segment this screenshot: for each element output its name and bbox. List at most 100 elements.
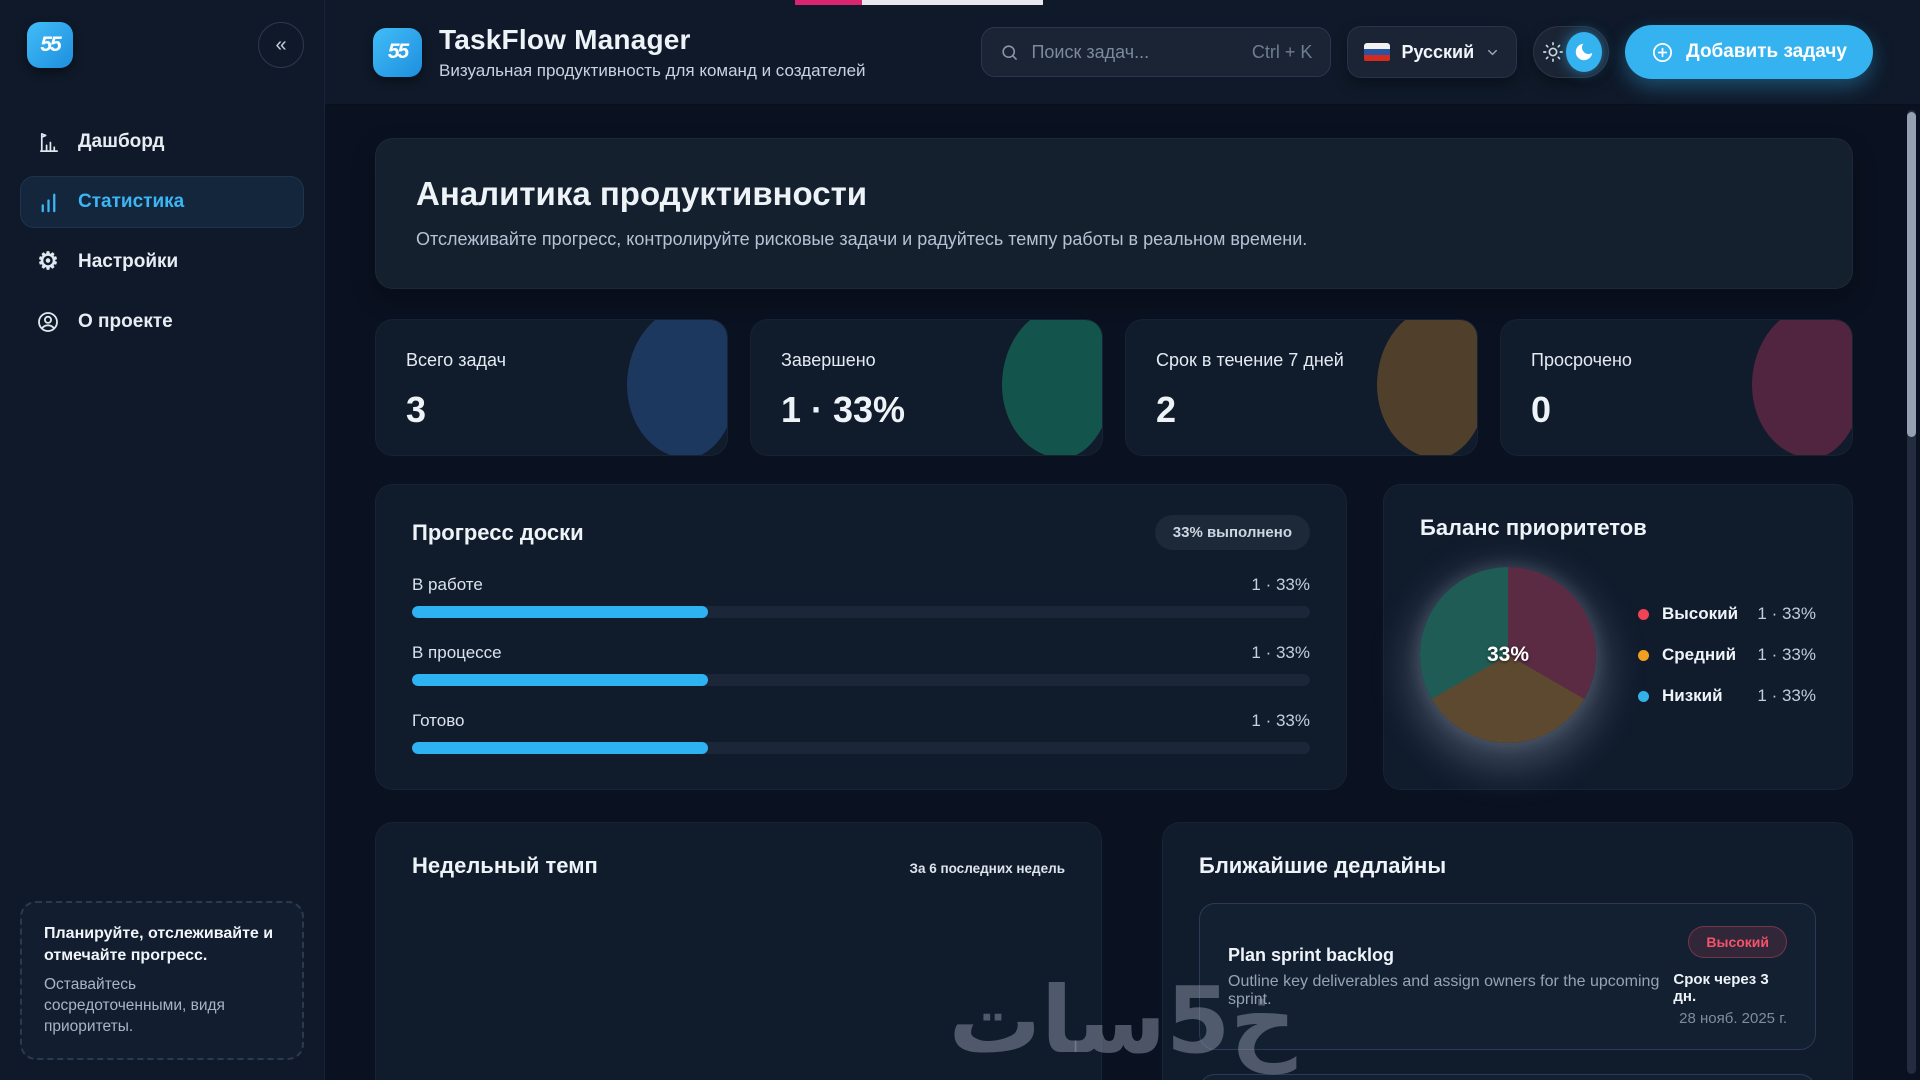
stat-label: Просрочено bbox=[1531, 350, 1632, 370]
footer-tip-subtitle: Оставайтесь сосредоточенными, видя приор… bbox=[44, 976, 225, 1036]
moon-icon[interactable] bbox=[1565, 32, 1603, 72]
sidebar-nav: Дашборд Статистика ⚙ Настройки bbox=[0, 116, 324, 348]
stat-card-completed: Завершено 1 · 33% bbox=[750, 319, 1103, 456]
stat-label: Всего задач bbox=[406, 350, 506, 370]
row-weekly-deadlines: Недельный темп За 6 последних недель Бли… bbox=[375, 822, 1853, 1080]
stat-label: Завершено bbox=[781, 350, 876, 370]
legend-row-medium: Средний 1 · 33% bbox=[1638, 645, 1816, 665]
progress-row-value: 1 · 33% bbox=[1251, 711, 1310, 730]
decorative-blob bbox=[1377, 320, 1477, 455]
progress-row-label: Готово bbox=[412, 711, 465, 730]
theme-toggle[interactable] bbox=[1533, 26, 1610, 78]
sidebar-item-dashboard[interactable]: Дашборд bbox=[20, 116, 304, 168]
progress-row: В работе 1 · 33% bbox=[412, 575, 1310, 618]
decorative-blob bbox=[1002, 320, 1102, 455]
page-subtitle: Отслеживайте прогресс, контролируйте рис… bbox=[416, 229, 1308, 249]
stat-card-due-7-days: Срок в течение 7 дней 2 bbox=[1125, 319, 1478, 456]
legend-row-low: Низкий 1 · 33% bbox=[1638, 686, 1816, 706]
sun-icon[interactable] bbox=[1540, 41, 1566, 63]
board-progress-title: Прогресс доски bbox=[412, 519, 584, 545]
progress-track bbox=[412, 674, 1310, 686]
deadline-due-label: Срок через 3 дн. bbox=[1673, 971, 1769, 1005]
stat-value: 3 bbox=[406, 389, 427, 430]
legend-dot bbox=[1638, 690, 1649, 702]
deadlines-card: Ближайшие дедлайны Plan sprint backlog O… bbox=[1162, 822, 1853, 1080]
chevron-down-icon bbox=[1485, 45, 1500, 60]
russia-flag-icon bbox=[1364, 42, 1391, 62]
legend-row-high: Высокий 1 · 33% bbox=[1638, 604, 1816, 624]
progress-row-label: В процессе bbox=[412, 643, 502, 662]
legend-value: 1 · 33% bbox=[1757, 645, 1816, 664]
legend-dot bbox=[1638, 608, 1649, 620]
header: 55 TaskFlow Manager Визуальная продуктив… bbox=[325, 0, 1920, 105]
sidebar-item-statistics[interactable]: Статистика bbox=[20, 176, 304, 228]
progress-row: В процессе 1 · 33% bbox=[412, 643, 1310, 686]
legend-value: 1 · 33% bbox=[1757, 604, 1816, 623]
footer-tip-title: Планируйте, отслеживайте и отмечайте про… bbox=[44, 925, 274, 964]
weekly-tempo-card: Недельный темп За 6 последних недель bbox=[375, 822, 1102, 1080]
top-loading-bar-segment bbox=[795, 0, 862, 5]
app-title: TaskFlow Manager bbox=[439, 23, 691, 55]
weekly-tempo-title: Недельный темп bbox=[412, 853, 598, 878]
sidebar-item-settings[interactable]: ⚙ Настройки bbox=[20, 236, 304, 288]
sidebar: 55 « Дашборд Статистика bbox=[0, 0, 325, 1080]
add-task-button[interactable]: Добавить задачу bbox=[1625, 25, 1873, 79]
priority-legend: Высокий 1 · 33% Средний 1 · 33% Низкий bbox=[1638, 604, 1816, 706]
legend-value: 1 · 33% bbox=[1757, 686, 1816, 705]
progress-row: Готово 1 · 33% bbox=[412, 711, 1310, 754]
user-circle-icon bbox=[35, 309, 61, 335]
progress-fill bbox=[412, 606, 709, 618]
priority-balance-title: Баланс приоритетов bbox=[1420, 515, 1647, 540]
completion-badge: 33% выполнено bbox=[1154, 515, 1310, 550]
gear-icon: ⚙ bbox=[37, 248, 59, 275]
app-logo: 55 bbox=[373, 27, 422, 77]
stat-card-total: Всего задач 3 bbox=[375, 319, 728, 456]
bar-chart-icon bbox=[35, 189, 61, 215]
progress-track bbox=[412, 742, 1310, 754]
dashboard-chart-icon bbox=[35, 129, 61, 155]
progress-row-label: В работе bbox=[412, 575, 483, 594]
priority-badge-high: Высокий bbox=[1688, 926, 1787, 958]
progress-fill bbox=[412, 674, 709, 686]
sidebar-collapse-button[interactable]: « bbox=[258, 22, 304, 68]
row-progress-priority: Прогресс доски 33% выполнено В работе 1 … bbox=[375, 484, 1853, 790]
scrollbar-track[interactable] bbox=[1907, 110, 1916, 1074]
app-subtitle: Визуальная продуктивность для команд и с… bbox=[439, 60, 866, 80]
search-icon bbox=[1000, 43, 1019, 62]
language-selector[interactable]: Русский bbox=[1347, 26, 1518, 78]
legend-label: Средний bbox=[1662, 645, 1737, 664]
priority-pie: 33% bbox=[1420, 567, 1596, 743]
deadline-date: 28 нояб. 2025 г. bbox=[1679, 1010, 1787, 1027]
stat-value: 1 · 33% bbox=[781, 389, 906, 430]
deadline-item[interactable]: Plan sprint backlog Outline key delivera… bbox=[1199, 903, 1816, 1050]
stat-value: 0 bbox=[1531, 389, 1552, 430]
progress-track bbox=[412, 606, 1310, 618]
main-area: 55 TaskFlow Manager Визуальная продуктив… bbox=[325, 0, 1920, 1080]
priority-balance-card: Баланс приоритетов 33% Высокий 1 · 33% bbox=[1383, 484, 1853, 790]
deadline-task-description: Outline key deliverables and assign owne… bbox=[1228, 972, 1660, 1008]
analytics-hero-banner: Аналитика продуктивности Отслеживайте пр… bbox=[375, 138, 1853, 289]
sidebar-footer-tip: Планируйте, отслеживайте и отмечайте про… bbox=[20, 901, 304, 1060]
legend-label: Низкий bbox=[1662, 686, 1723, 705]
pie-center-label: 33% bbox=[1486, 643, 1530, 666]
stat-label: Срок в течение 7 дней bbox=[1156, 350, 1344, 370]
language-label: Русский bbox=[1401, 41, 1475, 62]
sidebar-item-about[interactable]: О проекте bbox=[20, 296, 304, 348]
search-input[interactable] bbox=[1031, 41, 1240, 63]
plus-circle-icon bbox=[1651, 41, 1674, 64]
progress-row-value: 1 · 33% bbox=[1251, 643, 1310, 662]
deadlines-title: Ближайшие дедлайны bbox=[1199, 853, 1447, 878]
scrollbar-thumb[interactable] bbox=[1907, 112, 1916, 437]
deadline-item[interactable]: Design dashboard mockups Средний bbox=[1199, 1074, 1816, 1080]
legend-label: Высокий bbox=[1662, 604, 1739, 623]
decorative-blob bbox=[1752, 320, 1852, 455]
sidebar-item-label: Статистика bbox=[78, 191, 185, 212]
search-box[interactable]: Ctrl + K bbox=[981, 27, 1332, 77]
legend-dot bbox=[1638, 649, 1649, 661]
stat-card-overdue: Просрочено 0 bbox=[1500, 319, 1853, 456]
sidebar-item-label: Дашборд bbox=[78, 131, 165, 152]
search-shortcut-hint: Ctrl + K bbox=[1251, 41, 1313, 62]
top-loading-bar-segment bbox=[862, 0, 1043, 5]
deadline-task-title: Plan sprint backlog bbox=[1228, 944, 1395, 965]
